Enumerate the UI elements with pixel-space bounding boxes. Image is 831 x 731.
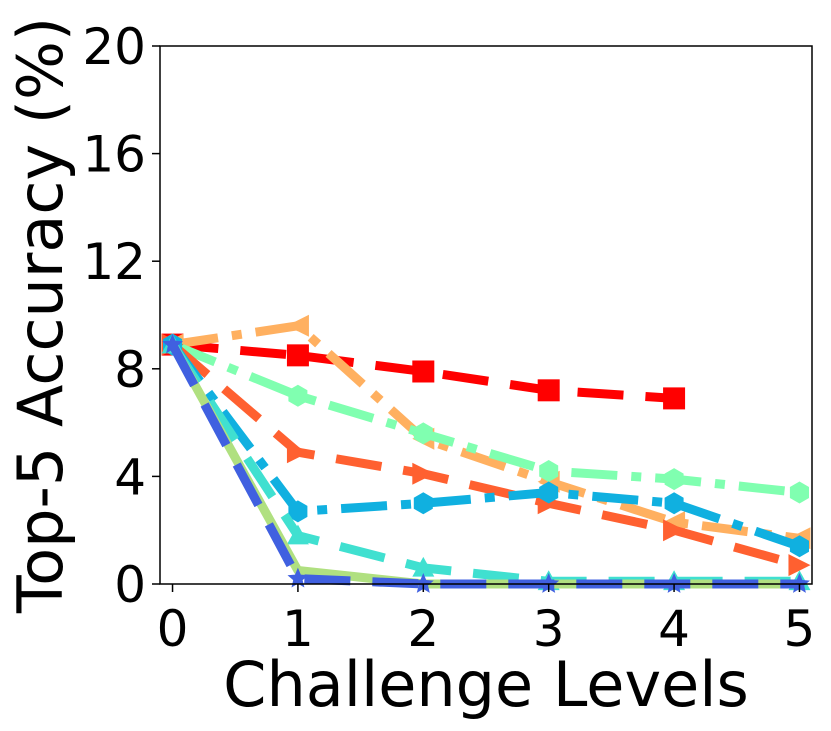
- hexagon-marker: [664, 468, 684, 491]
- y-tick-label: 0: [114, 556, 146, 614]
- x-tick-label: 3: [533, 600, 565, 658]
- series-line: [171, 321, 801, 543]
- y-tick-label: 8: [114, 341, 146, 399]
- y-tick-label: 4: [114, 448, 146, 506]
- hexagon-marker: [413, 422, 433, 445]
- star-marker: [789, 573, 810, 593]
- triangle-left-marker: [286, 314, 309, 337]
- hexagon-marker: [539, 481, 559, 504]
- star-marker: [663, 573, 685, 593]
- y-tick-label: 12: [82, 233, 146, 291]
- series-line: [168, 341, 801, 551]
- x-tick-label: 4: [658, 600, 690, 658]
- x-tick-label: 1: [282, 600, 314, 658]
- triangle-right-marker: [286, 441, 309, 464]
- series-line: [170, 340, 800, 497]
- y-axis-label: Top-5 Accuracy (%): [4, 17, 77, 614]
- x-tick-label: 0: [157, 600, 189, 658]
- square-marker: [663, 387, 686, 410]
- star-marker: [162, 333, 183, 354]
- hexagon-marker: [413, 492, 433, 515]
- star-marker: [538, 573, 560, 593]
- square-marker: [537, 379, 560, 402]
- series-line: [172, 340, 675, 403]
- x-axis-label: Challenge Levels: [223, 648, 749, 721]
- x-tick-label: 5: [784, 600, 816, 658]
- hexagon-marker: [789, 535, 809, 558]
- triangle-right-marker: [788, 554, 811, 577]
- triangle-up-marker: [412, 556, 435, 577]
- hexagon-marker: [288, 500, 308, 523]
- star-marker: [287, 567, 309, 588]
- star-marker: [412, 573, 434, 593]
- x-tick-label: 2: [407, 600, 439, 658]
- triangle-right-marker: [412, 462, 435, 485]
- hexagon-marker: [288, 384, 308, 407]
- series-layer: [161, 314, 811, 593]
- square-marker: [286, 344, 309, 367]
- y-tick-label: 16: [82, 126, 146, 184]
- series-3: [161, 333, 811, 577]
- hexagon-marker: [664, 492, 684, 515]
- square-marker: [412, 360, 435, 383]
- y-tick-label: 20: [82, 18, 146, 76]
- plot-frame: [159, 45, 813, 585]
- hexagon-marker: [789, 481, 809, 504]
- triangle-right-marker: [663, 519, 686, 542]
- series-line: [169, 341, 801, 570]
- hexagon-marker: [539, 460, 559, 482]
- triangle-up-marker: [286, 524, 309, 545]
